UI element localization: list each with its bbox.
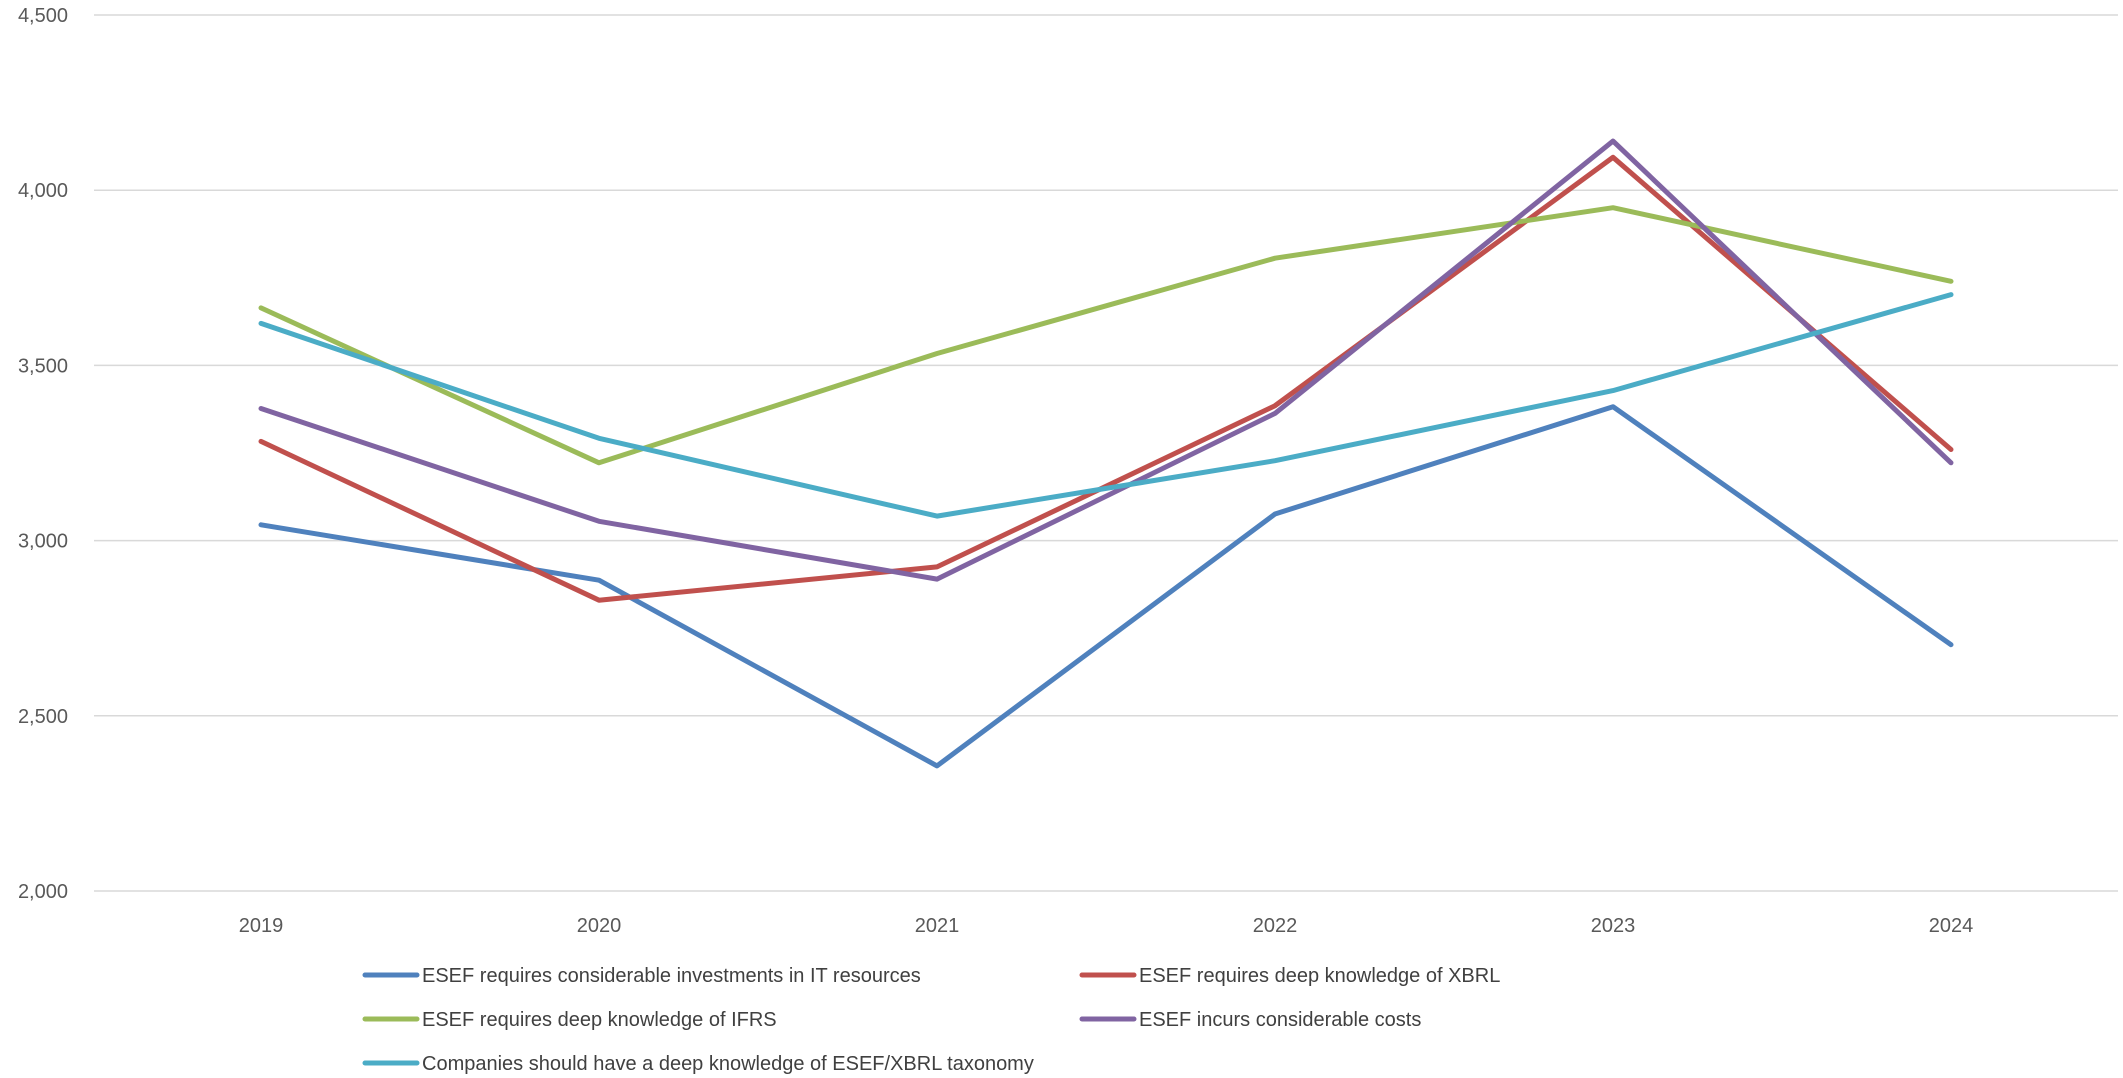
x-tick-label: 2020 bbox=[577, 915, 622, 937]
x-tick-label: 2022 bbox=[1253, 915, 1298, 937]
gridlines bbox=[94, 14, 2118, 892]
series-line-3 bbox=[258, 205, 1954, 466]
x-tick-label: 2023 bbox=[1591, 915, 1636, 937]
x-tick-label: 2024 bbox=[1929, 915, 1974, 937]
legend-label: ESEF incurs considerable costs bbox=[1139, 1009, 1421, 1031]
y-tick-label: 4,500 bbox=[18, 5, 68, 27]
x-axis-tick-labels: 2019 2020 2021 2022 2023 2024 bbox=[239, 915, 1974, 937]
y-axis-tick-labels: 2,000 2,500 3,000 3,500 4,000 4,500 bbox=[18, 5, 68, 903]
x-tick-label: 2021 bbox=[915, 915, 960, 937]
legend-label: Companies should have a deep knowledge o… bbox=[422, 1053, 1034, 1075]
series-lines bbox=[258, 138, 1954, 769]
x-tick-label: 2019 bbox=[239, 915, 284, 937]
y-tick-label: 3,500 bbox=[18, 355, 68, 377]
series-line-4 bbox=[258, 138, 1954, 582]
legend-label: ESEF requires deep knowledge of XBRL bbox=[1139, 965, 1500, 987]
legend-label: ESEF requires considerable investments i… bbox=[422, 965, 921, 987]
y-tick-label: 3,000 bbox=[18, 531, 68, 553]
legend-label: ESEF requires deep knowledge of IFRS bbox=[422, 1009, 777, 1031]
series-line-5 bbox=[258, 292, 1954, 519]
y-tick-label: 2,500 bbox=[18, 706, 68, 728]
legend: ESEF requires considerable investments i… bbox=[362, 965, 1500, 1075]
series-line-1 bbox=[258, 404, 1954, 769]
y-tick-label: 4,000 bbox=[18, 180, 68, 202]
y-tick-label: 2,000 bbox=[18, 881, 68, 903]
